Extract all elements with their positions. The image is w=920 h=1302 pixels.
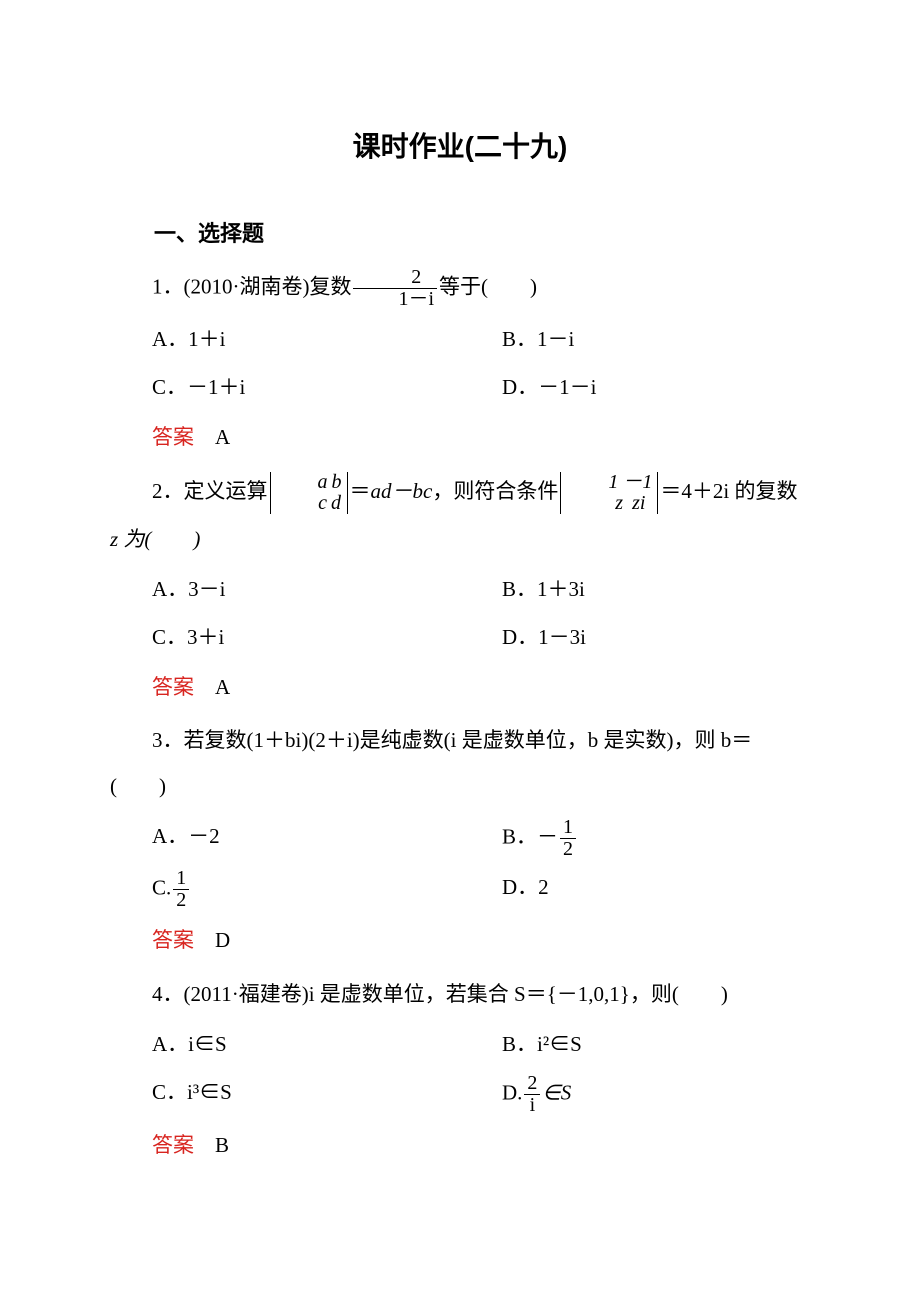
q2-opt-d: D．1－3i xyxy=(460,618,810,658)
q2-stem-pre: 2．定义运算 xyxy=(152,479,268,503)
q1-fraction: 21－i xyxy=(353,267,437,310)
q2-opt-b: B．1＋3i xyxy=(460,570,810,610)
q3-answer-label: 答案 xyxy=(152,928,194,952)
q4-opt-c: C．i³∈S xyxy=(110,1073,460,1116)
q2-det2-r1: 1 －1 xyxy=(566,472,652,493)
q1-frac-num: 2 xyxy=(353,267,437,289)
q3-answer-value: D xyxy=(215,928,230,952)
q4-opt-d-frac: 2i xyxy=(524,1073,540,1116)
page-title: 课时作业(二十九) xyxy=(110,120,810,173)
page: 课时作业(二十九) 一、选择题 1．(2010·湖南卷)复数21－i等于( ) … xyxy=(0,0,920,1260)
q2-stem-mid2: ，则符合条件 xyxy=(432,479,558,503)
q1-opt-c: C．－1＋i xyxy=(110,368,460,408)
q3-opt-b: B．－12 xyxy=(460,817,810,860)
q2-det1: a bc d xyxy=(270,472,348,514)
section-heading-1: 一、选择题 xyxy=(110,213,810,255)
q3-opt-c: C.12 xyxy=(110,868,460,911)
q1-opt-b: B．1－i xyxy=(460,320,810,360)
q4-opt-d-pre: D. xyxy=(502,1080,522,1104)
q2-expr: ad－bc xyxy=(371,479,433,503)
q1-answer-label: 答案 xyxy=(152,425,194,449)
q3-b-num: 1 xyxy=(560,817,576,839)
q3-c-num: 1 xyxy=(173,868,189,890)
q3-opt-b-frac: 12 xyxy=(560,817,576,860)
q3-options: A．－2 B．－12 C.12 D．2 xyxy=(110,813,810,915)
q3-stem-line2: ( ) xyxy=(110,767,810,807)
q4-answer-value: B xyxy=(215,1133,229,1157)
q1-stem: 1．(2010·湖南卷)复数21－i等于( ) xyxy=(110,267,810,310)
q4-opt-a: A．i∈S xyxy=(110,1025,460,1065)
q4-opt-d: D.2i∈S xyxy=(460,1073,810,1116)
q3-opt-b-pre: B．－ xyxy=(502,825,558,849)
q3-opt-c-frac: 12 xyxy=(173,868,189,911)
q4-options: A．i∈S B．i²∈S C．i³∈S D.2i∈S xyxy=(110,1021,810,1120)
q1-stem-post: 等于( ) xyxy=(439,274,537,298)
q2-answer: 答案 A xyxy=(110,668,810,708)
q2-stem-mid1: ＝ xyxy=(350,479,371,503)
q1-answer: 答案 A xyxy=(110,418,810,458)
q4-answer: 答案 B xyxy=(110,1126,810,1166)
q1-opt-a: A．1＋i xyxy=(110,320,460,360)
q4-stem: 4．(2011·福建卷)i 是虚数单位，若集合 S＝{－1,0,1}，则( ) xyxy=(110,975,810,1015)
q1-opt-d: D．－1－i xyxy=(460,368,810,408)
q2-stem-line1: 2．定义运算a bc d＝ad－bc，则符合条件1 －1z zi＝4＋2i 的复… xyxy=(110,472,810,514)
q1-options: A．1＋i B．1－i C．－1＋i D．－1－i xyxy=(110,316,810,412)
q2-det2: 1 －1z zi xyxy=(560,472,658,514)
q4-answer-label: 答案 xyxy=(152,1133,194,1157)
q3-b-den: 2 xyxy=(560,839,576,860)
q2-stem-line2: z 为( ) xyxy=(110,520,810,560)
q2-stem-post: ＝4＋2i 的复数 xyxy=(660,479,797,503)
q4-d-den: i xyxy=(524,1095,540,1116)
q3-opt-d: D．2 xyxy=(460,868,810,911)
q2-opt-a: A．3－i xyxy=(110,570,460,610)
q3-stem-line1: 3．若复数(1＋bi)(2＋i)是纯虚数(i 是虚数单位，b 是实数)，则 b＝ xyxy=(110,721,810,761)
q3-answer: 答案 D xyxy=(110,921,810,961)
q2-options: A．3－i B．1＋3i C．3＋i D．1－3i xyxy=(110,566,810,662)
q2-det1-r1: a b xyxy=(276,472,342,493)
q4-opt-b: B．i²∈S xyxy=(460,1025,810,1065)
q2-stem-line2-text: z 为( ) xyxy=(110,527,200,551)
q1-stem-pre: 1．(2010·湖南卷)复数 xyxy=(152,274,351,298)
q3-opt-c-pre: C. xyxy=(152,876,171,900)
q2-answer-label: 答案 xyxy=(152,675,194,699)
q2-answer-value: A xyxy=(215,675,230,699)
q1-frac-den: 1－i xyxy=(353,289,437,310)
q4-d-num: 2 xyxy=(524,1073,540,1095)
q1-answer-value: A xyxy=(215,425,230,449)
q3-opt-a: A．－2 xyxy=(110,817,460,860)
q2-opt-c: C．3＋i xyxy=(110,618,460,658)
q4-opt-d-post: ∈S xyxy=(542,1080,571,1104)
q2-det1-r2: c d xyxy=(276,493,342,514)
q2-det2-r2: z zi xyxy=(566,493,652,514)
q3-c-den: 2 xyxy=(173,890,189,911)
